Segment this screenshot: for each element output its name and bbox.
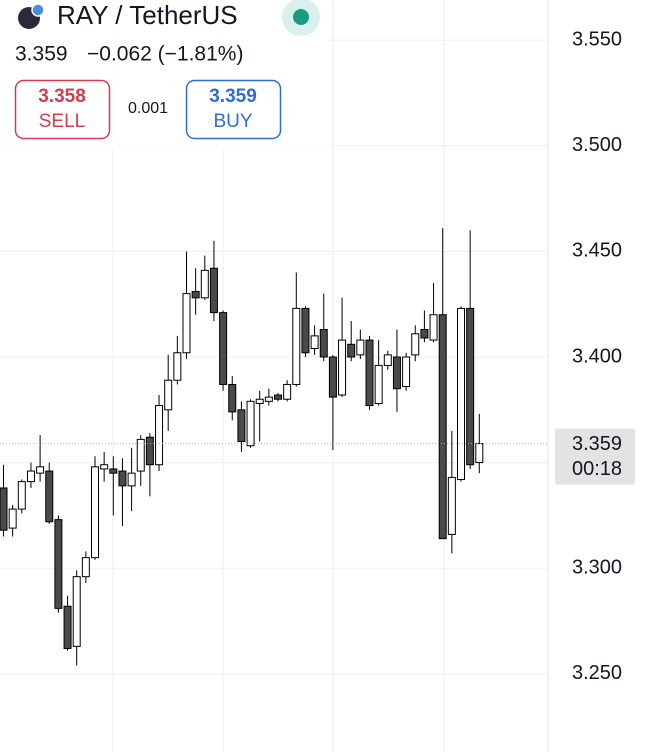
candle-body (36, 466, 45, 474)
candle-body (136, 438, 145, 472)
candle-body (429, 314, 438, 341)
candle-body (100, 464, 109, 470)
candle-body (246, 400, 255, 447)
candle-body (402, 356, 411, 388)
candle-body (365, 339, 374, 407)
candle-body (182, 293, 191, 354)
candle-body (200, 269, 209, 299)
candle-body (466, 307, 475, 466)
candle-body (118, 470, 127, 487)
last-price-label: 3.359 (572, 433, 622, 455)
candle-body (81, 557, 90, 578)
candle-body (356, 339, 365, 356)
symbol-title[interactable]: RAY / TetherUS (57, 0, 238, 30)
y-tick-label: 3.400 (572, 345, 622, 367)
candle-body (319, 329, 328, 358)
candle-body (374, 364, 383, 404)
buy-price: 3.359 (209, 86, 257, 107)
candle-body (411, 333, 420, 356)
candle-body (328, 356, 337, 398)
candle-body (219, 312, 228, 385)
candle-body (209, 267, 218, 314)
candle-body (274, 394, 282, 400)
spread: 0.001 (128, 100, 168, 117)
candle-body (301, 307, 310, 354)
sell-button[interactable] (14, 79, 111, 140)
candle-body (145, 436, 154, 466)
candle-body (392, 356, 401, 390)
candle-body (347, 343, 356, 358)
candle-body (0, 487, 8, 531)
y-tick-label: 3.550 (572, 28, 622, 50)
last-price-badge (555, 428, 635, 485)
countdown-label: 00:18 (572, 458, 622, 480)
candle-body (109, 468, 118, 474)
candle-body (8, 508, 17, 529)
candle-body (310, 335, 319, 350)
candle-body (54, 519, 63, 609)
sell-price: 3.358 (38, 86, 86, 107)
candle-body (173, 352, 182, 381)
exchange-logo (31, 3, 45, 17)
market-status[interactable] (293, 9, 309, 25)
candle-body (447, 476, 456, 535)
candle-body (17, 481, 26, 510)
price-change: −0.062 (−1.81%) (87, 43, 243, 66)
candle-body (45, 470, 54, 523)
y-tick-label: 3.250 (572, 662, 622, 684)
candle-body (292, 307, 301, 385)
candle-body (72, 576, 81, 647)
last-price: 3.359 (15, 43, 68, 66)
buy-label: BUY (213, 111, 252, 132)
candle-body (457, 307, 465, 481)
candle-body (155, 405, 164, 466)
candle-body (127, 472, 136, 487)
candle-body (338, 339, 347, 396)
candle-body (237, 409, 246, 442)
candle-body (191, 291, 200, 299)
candle-body (26, 470, 35, 483)
y-tick-label: 3.450 (572, 240, 622, 262)
y-tick-label: 3.500 (572, 134, 622, 156)
candle-body (255, 398, 264, 404)
candle-body (420, 329, 429, 339)
candle-body (91, 466, 99, 559)
sell-label: SELL (39, 111, 85, 132)
candle-body (383, 354, 392, 366)
candle-body (438, 314, 447, 540)
candle-body (475, 443, 484, 464)
y-tick-label: 3.300 (572, 557, 622, 579)
candle-body (264, 396, 273, 402)
buy-button[interactable] (185, 79, 282, 140)
candle-body (228, 383, 237, 413)
candle-body (164, 379, 173, 411)
candle-body (283, 383, 292, 400)
candle-body (63, 605, 72, 649)
